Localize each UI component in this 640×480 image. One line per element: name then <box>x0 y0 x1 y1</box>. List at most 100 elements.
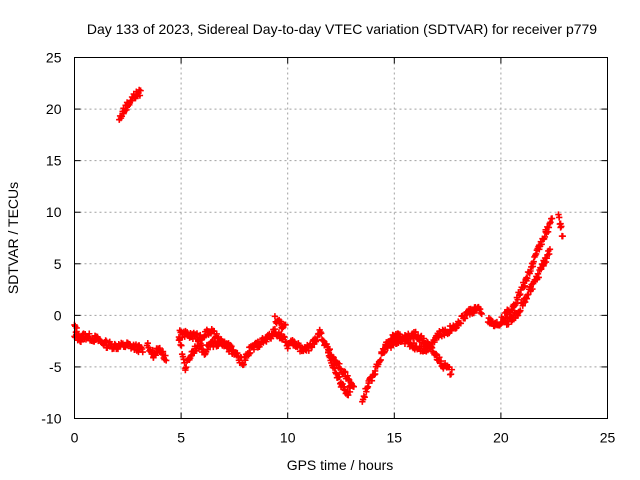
data-point <box>198 341 205 349</box>
data-point <box>417 333 424 341</box>
data-segment <box>175 325 236 358</box>
data-point <box>94 333 101 341</box>
data-point <box>162 357 170 364</box>
data-point <box>410 339 418 347</box>
data-point <box>213 330 220 338</box>
data-point <box>420 335 428 342</box>
data-point <box>277 318 284 325</box>
data-point <box>102 337 109 344</box>
data-point <box>517 307 524 314</box>
data-point <box>514 296 521 303</box>
data-point <box>271 313 279 320</box>
data-point <box>448 366 456 373</box>
data-segment <box>271 313 289 332</box>
data-point <box>346 388 354 396</box>
data-layer <box>71 86 566 405</box>
data-point <box>431 338 438 346</box>
data-segment <box>484 215 556 330</box>
data-point <box>282 321 289 329</box>
data-segment <box>401 303 485 355</box>
plot-frame <box>74 57 608 419</box>
y-tick-label: -10 <box>41 411 61 427</box>
data-point <box>242 357 249 364</box>
x-tick-label: 0 <box>71 430 79 446</box>
data-point <box>478 310 485 318</box>
x-tick-label: 15 <box>387 430 403 446</box>
data-point <box>436 354 443 361</box>
y-axis-label: SDTVAR / TECUs <box>5 182 21 294</box>
y-tick-label: 15 <box>46 153 62 169</box>
data-point <box>555 214 563 221</box>
data-point <box>461 315 469 322</box>
chart-title: Day 133 of 2023, Sidereal Day-to-day VTE… <box>87 21 597 37</box>
data-point <box>432 350 440 358</box>
data-point <box>159 348 167 355</box>
y-tick-label: 5 <box>54 256 62 272</box>
data-point <box>377 356 384 364</box>
data-point <box>441 360 449 367</box>
data-point <box>240 361 247 368</box>
data-point <box>336 365 344 372</box>
data-point <box>548 215 556 222</box>
data-point <box>368 377 376 384</box>
y-tick-label: -5 <box>49 359 62 375</box>
data-segment <box>143 339 170 364</box>
data-point <box>308 344 316 351</box>
data-point <box>139 348 146 356</box>
x-axis-label: GPS time / hours <box>287 457 394 473</box>
data-point <box>342 368 349 376</box>
data-point <box>229 350 236 358</box>
data-point <box>137 87 144 94</box>
data-point <box>457 320 465 327</box>
data-point <box>152 352 159 359</box>
data-segment <box>501 246 554 328</box>
data-point <box>559 232 566 240</box>
data-segment <box>116 86 144 123</box>
data-point <box>318 330 325 337</box>
data-point <box>524 275 531 282</box>
x-tick-label: 5 <box>177 430 185 446</box>
y-tick-label: 10 <box>46 204 62 220</box>
data-point <box>336 360 343 367</box>
data-point <box>396 333 404 340</box>
data-point <box>123 106 130 114</box>
data-point <box>428 343 435 350</box>
data-point <box>77 338 85 345</box>
data-point <box>538 241 545 248</box>
data-point <box>558 223 565 230</box>
data-point <box>225 348 233 355</box>
y-tick-label: 20 <box>46 101 62 117</box>
data-segment <box>175 335 253 374</box>
x-tick-label: 10 <box>280 430 296 446</box>
data-segment <box>325 349 355 399</box>
data-point <box>86 330 93 337</box>
tick-layer: 0 5 10 15 20 25 -10 -5 0 5 10 15 20 25 <box>41 50 615 446</box>
data-segment <box>380 328 456 378</box>
data-point <box>246 349 254 357</box>
data-point <box>290 338 298 346</box>
data-point <box>521 282 529 290</box>
data-point <box>75 333 83 340</box>
data-point <box>182 363 190 371</box>
data-point <box>391 335 399 342</box>
data-point <box>193 330 201 337</box>
data-point <box>228 343 235 350</box>
y-tick-label: 25 <box>46 50 62 66</box>
data-point <box>336 373 343 381</box>
data-point <box>183 329 191 336</box>
data-segment <box>246 325 298 357</box>
data-point <box>546 246 554 253</box>
data-segment <box>555 211 566 240</box>
data-segment <box>71 330 146 356</box>
x-tick-label: 20 <box>493 430 509 446</box>
y-tick-label: 0 <box>54 307 62 323</box>
data-point <box>345 391 352 399</box>
data-point <box>535 274 542 281</box>
data-point <box>529 285 536 293</box>
data-point <box>361 394 368 401</box>
data-point <box>348 380 355 388</box>
data-point <box>447 370 455 378</box>
x-tick-label: 25 <box>600 430 616 446</box>
